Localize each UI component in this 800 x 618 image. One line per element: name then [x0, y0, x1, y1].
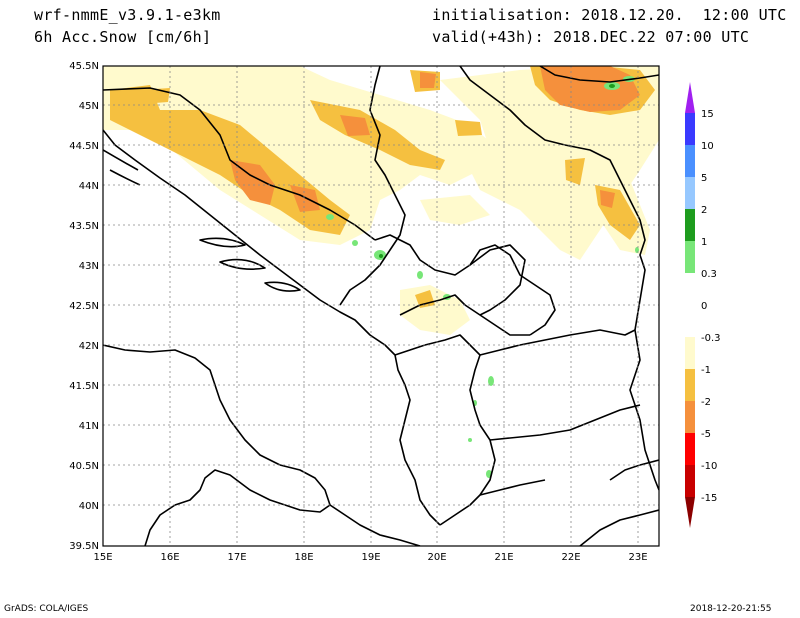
lat-label: 43.5N: [69, 221, 99, 232]
lat-label: 41.5N: [69, 381, 99, 392]
lon-label: 17E: [227, 552, 246, 563]
field-title: 6h Acc.Snow [cm/6h]: [34, 28, 212, 46]
lat-label: 41N: [79, 421, 99, 432]
legend-swatch: [685, 241, 695, 273]
legend-swatch: [685, 369, 695, 401]
legend-label: 1: [701, 237, 707, 248]
lon-label: 22E: [561, 552, 580, 563]
legend-label: -5: [701, 429, 711, 440]
lat-label: 44N: [79, 181, 99, 192]
legend-swatch: [685, 465, 695, 497]
legend-swatch: [685, 401, 695, 433]
legend-bottom-arrow: [685, 497, 695, 528]
lat-tick-labels: 45.5N 45N 44.5N 44N 43.5N 43N 42.5N 42N …: [69, 61, 99, 552]
legend-label: -2: [701, 397, 711, 408]
lat-label: 42.5N: [69, 301, 99, 312]
lat-label: 45.5N: [69, 61, 99, 72]
grid-lines: [103, 66, 659, 546]
init-time: initialisation: 2018.12.20. 12:00 UTC: [432, 6, 787, 24]
lon-tick-labels: 15E 16E 17E 18E 19E 20E 21E 22E 23E: [93, 552, 647, 563]
legend-label: -0.3: [701, 333, 721, 344]
lon-label: 20E: [427, 552, 446, 563]
legend-swatch: [685, 177, 695, 209]
lat-label: 40N: [79, 501, 99, 512]
lat-label: 39.5N: [69, 541, 99, 552]
lon-label: 19E: [361, 552, 380, 563]
lat-label: 40.5N: [69, 461, 99, 472]
legend-label: 5: [701, 173, 707, 184]
legend-label: -15: [701, 493, 717, 504]
legend-swatch: [685, 273, 695, 305]
lat-label: 43N: [79, 261, 99, 272]
valid-time: valid(+43h): 2018.DEC.22 07:00 UTC: [432, 28, 750, 46]
legend-swatch: [685, 145, 695, 177]
legend-top-arrow: [685, 82, 695, 113]
color-legend: 15 10 5 2 1 0.3 0 -0.3 -1 -2 -5 -10 -15: [685, 82, 721, 528]
footer-credit: GrADS: COLA/IGES: [4, 604, 89, 614]
legend-label: -1: [701, 365, 711, 376]
legend-label: 10: [701, 141, 714, 152]
legend-label: 15: [701, 109, 714, 120]
legend-swatch: [685, 209, 695, 241]
legend-swatch: [685, 305, 695, 337]
legend-label: 2: [701, 205, 707, 216]
lat-label: 45N: [79, 101, 99, 112]
lon-label: 23E: [628, 552, 647, 563]
lon-label: 15E: [93, 552, 112, 563]
lon-label: 16E: [160, 552, 179, 563]
plot-frame: [102, 65, 660, 547]
footer-timestamp: 2018-12-20-21:55: [690, 604, 772, 614]
lon-label: 18E: [294, 552, 313, 563]
legend-label: 0.3: [701, 269, 717, 280]
legend-swatch: [685, 113, 695, 145]
model-title: wrf-nmmE_v3.9.1-e3km: [34, 6, 221, 24]
lat-label: 42N: [79, 341, 99, 352]
lon-label: 21E: [494, 552, 513, 563]
legend-swatch: [685, 337, 695, 369]
legend-label: -10: [701, 461, 717, 472]
legend-label: 0: [701, 301, 707, 312]
lat-label: 44.5N: [69, 141, 99, 152]
legend-swatch: [685, 433, 695, 465]
